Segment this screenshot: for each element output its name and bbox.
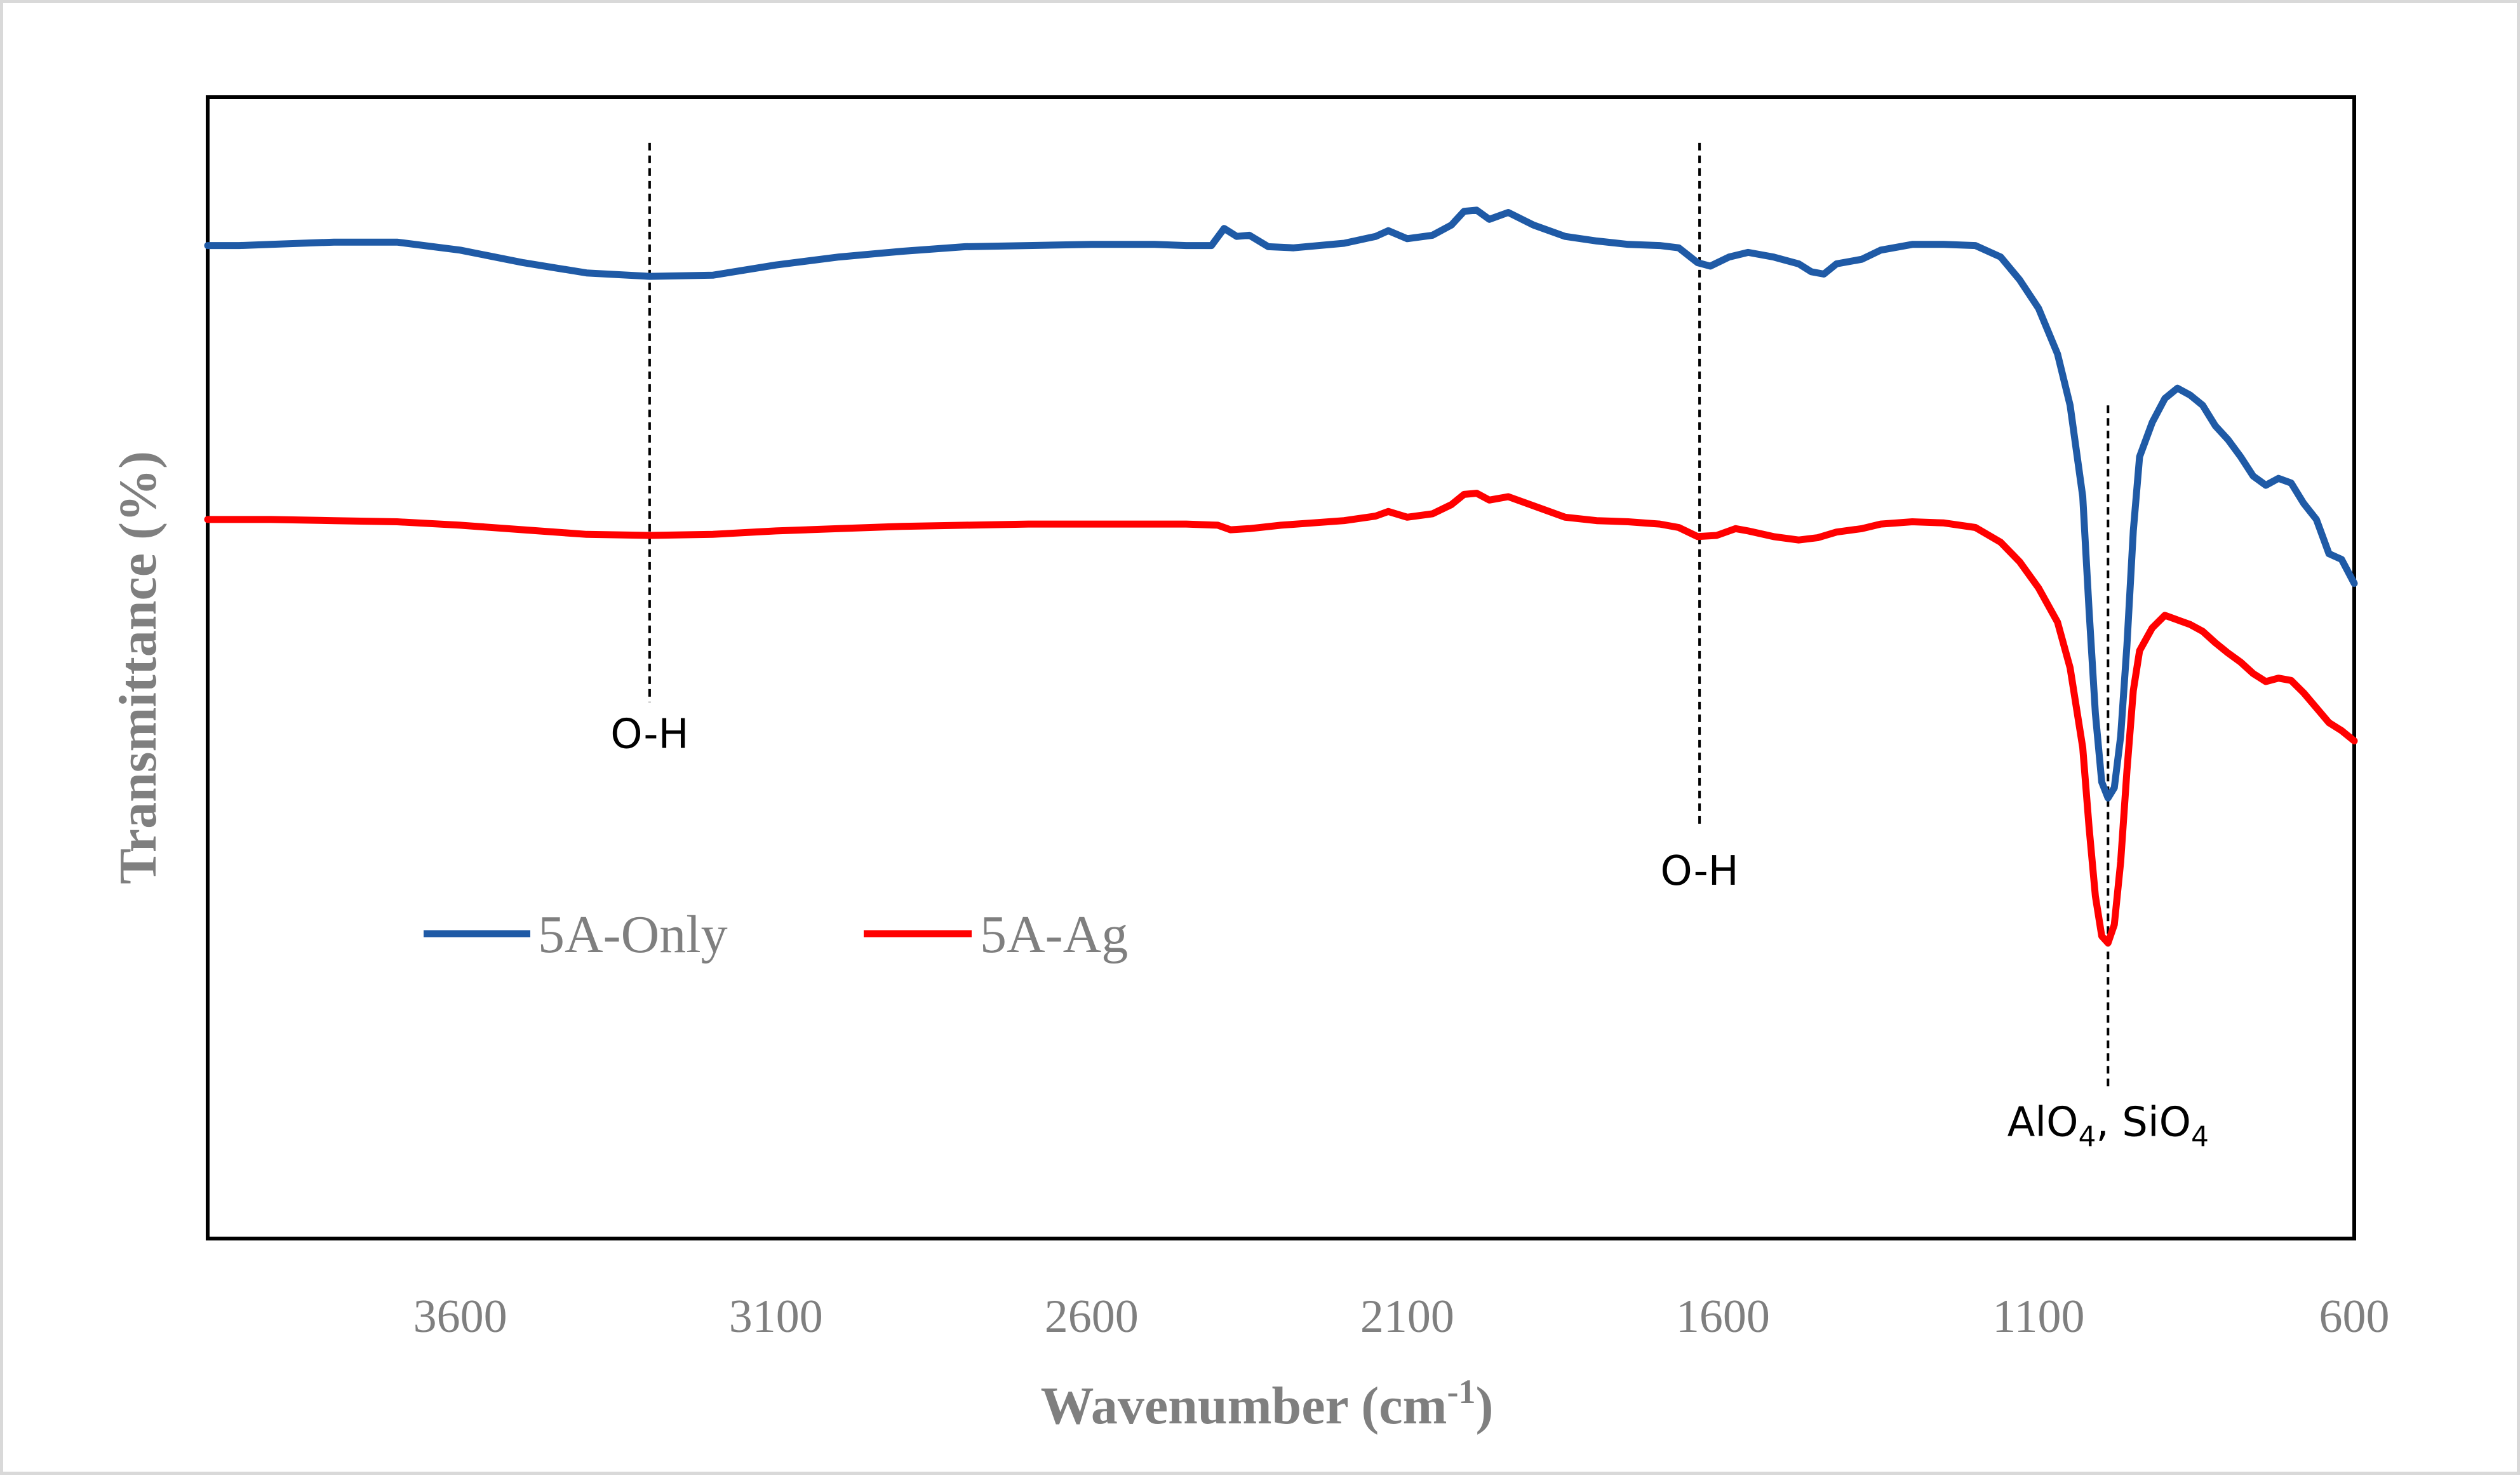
legend: 5A-Only 5A-Ag — [424, 905, 1128, 964]
x-axis-title: Wavenumber (cm-1) — [1040, 1373, 1493, 1435]
x-tick-label: 2600 — [1045, 1291, 1139, 1343]
annotation-label: O-H — [1660, 848, 1738, 895]
series-lines — [204, 206, 2358, 947]
x-tick-label: 1100 — [1992, 1291, 2084, 1343]
legend-label-5a-only: 5A-Only — [538, 905, 728, 964]
series-line-5a-only — [204, 206, 2358, 802]
annotations: O-H O-H AlO4, SiO4 — [610, 142, 2209, 1153]
plot-area — [206, 95, 2356, 1240]
annotation-label: AlO4, SiO4 — [2007, 1099, 2209, 1153]
x-tick-label: 1600 — [1676, 1291, 1770, 1343]
series-line-5a-ag — [204, 490, 2358, 947]
x-tick-label: 3100 — [729, 1291, 823, 1343]
legend-label-5a-ag: 5A-Ag — [980, 905, 1128, 964]
ftir-chart: 3600 3100 2600 2100 1600 1100 600 O-H O-H AlO4, … — [109, 95, 2390, 1435]
x-tick-labels: 3600 3100 2600 2100 1600 1100 600 — [413, 1291, 2390, 1343]
x-tick-label: 2100 — [1360, 1291, 1454, 1343]
annotation-label: O-H — [610, 711, 688, 758]
y-axis-title: Transmittance (%) — [109, 451, 168, 884]
x-tick-label: 600 — [2319, 1291, 2390, 1343]
x-tick-label: 3600 — [413, 1291, 507, 1343]
